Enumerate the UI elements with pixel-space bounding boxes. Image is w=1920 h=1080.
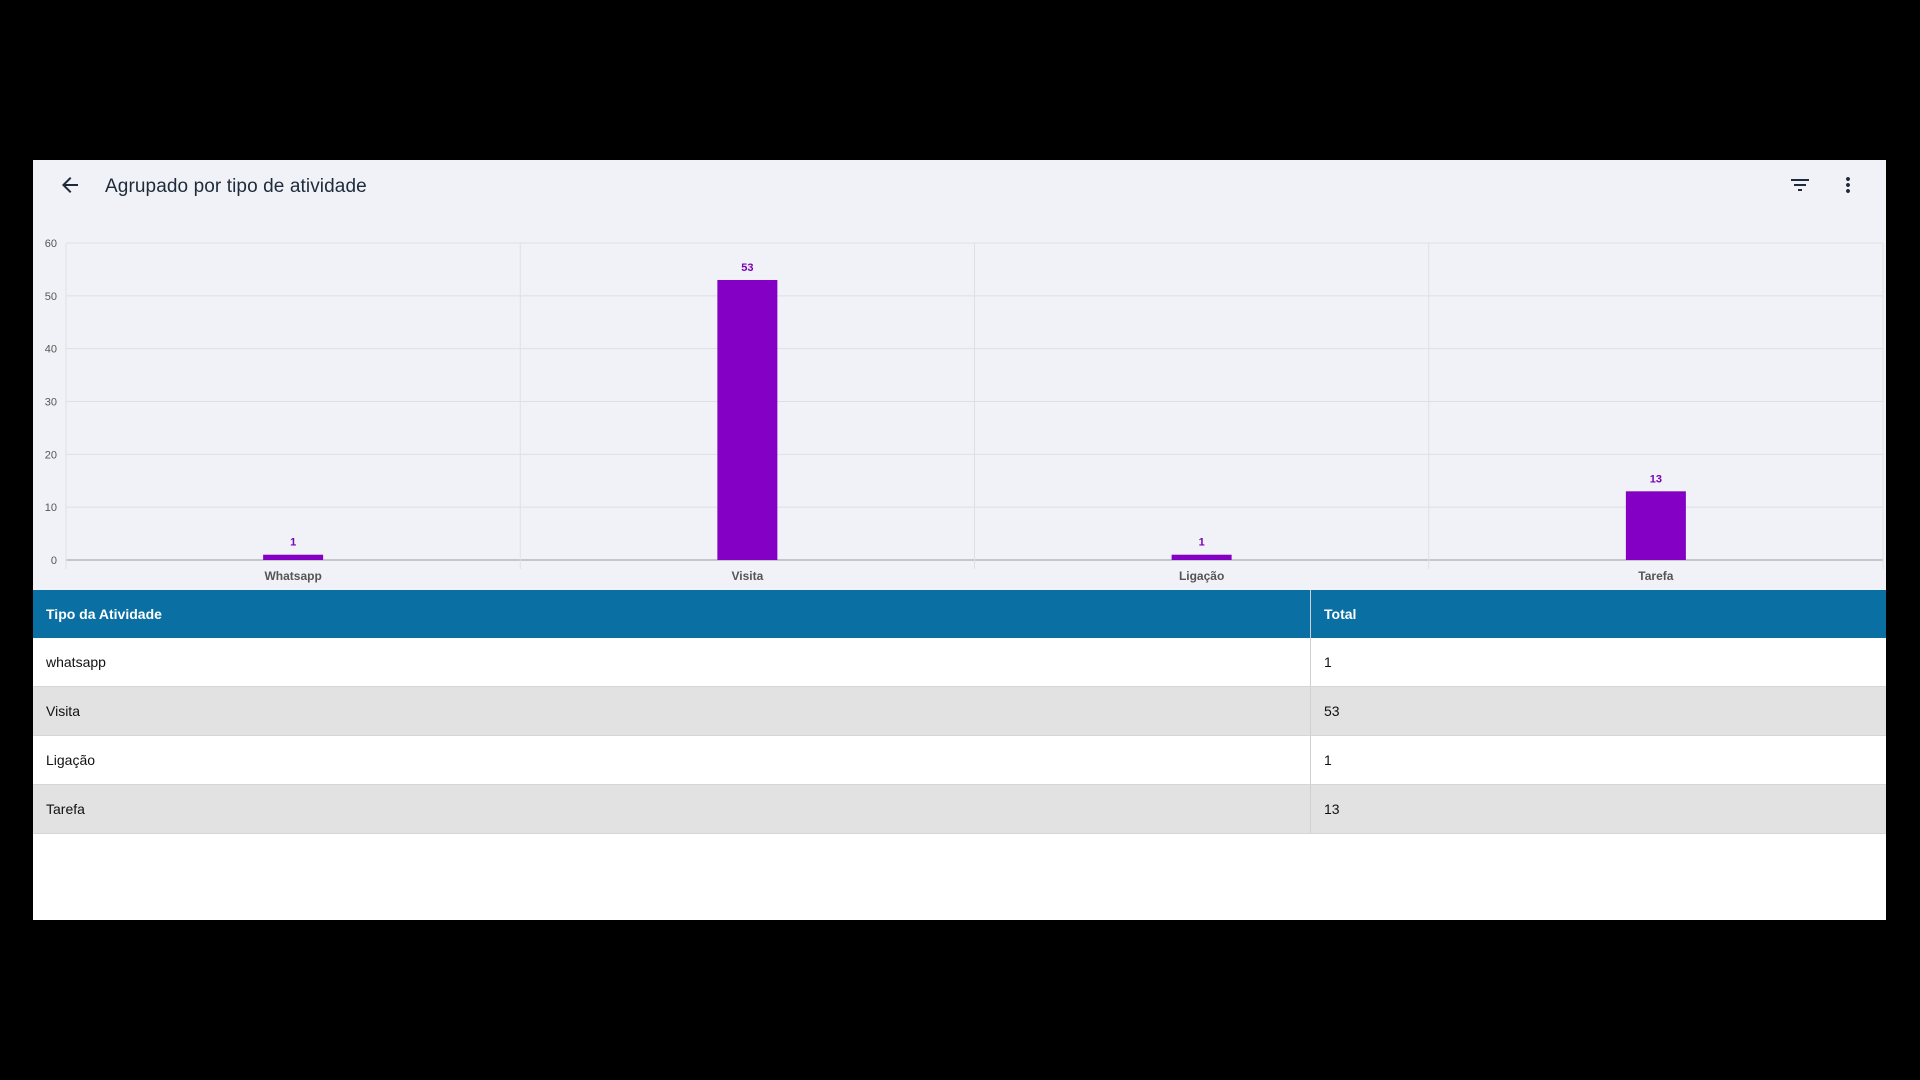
y-tick-label: 20 [45,449,57,461]
more-options-button[interactable] [1824,163,1872,211]
cell-total: 1 [1310,735,1886,785]
column-header-type[interactable]: Tipo da Atividade [33,590,1311,638]
x-tick-label: Ligação [1179,569,1224,583]
x-tick-label: Tarefa [1638,569,1673,583]
table-row[interactable]: Tarefa 13 [33,784,1886,834]
chart-svg: 0 10 20 30 40 50 60 1 Whatsapp 53 Visita 1 Ligação 13… [45,238,1884,583]
y-tick-label: 10 [45,502,57,514]
x-tick-label: Whatsapp [264,569,321,583]
bar [1171,554,1232,560]
bar-value-label: 1 [290,537,296,549]
back-button[interactable] [43,160,97,214]
bar [1625,491,1686,560]
arrow-back-icon [58,173,82,202]
cell-type: Visita [33,686,1311,736]
table-header-row: Tipo da Atividade Total [33,590,1886,638]
bar [263,554,324,560]
y-tick-label: 40 [45,344,57,356]
column-header-total[interactable]: Total [1310,590,1886,638]
bar-value-label: 1 [1199,537,1205,549]
activity-table: Tipo da Atividade Total whatsapp 1 Visit… [33,590,1886,834]
y-tick-label: 0 [51,555,57,567]
cell-total: 1 [1310,638,1886,687]
y-tick-label: 60 [45,238,57,250]
y-tick-label: 30 [45,397,57,409]
y-tick-label: 50 [45,291,57,303]
filter-button[interactable] [1776,163,1824,211]
bar-value-label: 13 [1650,473,1662,485]
cell-total: 53 [1310,686,1886,736]
cell-type: whatsapp [33,638,1311,687]
page-title: Agrupado por tipo de atividade [105,176,367,197]
x-tick-label: Visita [731,569,763,583]
cell-total: 13 [1310,784,1886,834]
top-app-bar: Agrupado por tipo de atividade [33,160,1886,214]
table-row[interactable]: Ligação 1 [33,735,1886,785]
bar-chart: 0 10 20 30 40 50 60 1 Whatsapp 53 Visita 1 Ligação 13… [33,214,1886,590]
bar-value-label: 53 [741,262,753,274]
table-row[interactable]: whatsapp 1 [33,638,1886,687]
filter-icon [1788,173,1812,202]
more-vert-icon [1836,173,1860,202]
bar [717,279,778,560]
table-row[interactable]: Visita 53 [33,686,1886,736]
cell-type: Ligação [33,735,1311,785]
report-screen: Agrupado por tipo de atividade 0 10 20 30 40… [33,160,1886,920]
cell-type: Tarefa [33,784,1311,834]
